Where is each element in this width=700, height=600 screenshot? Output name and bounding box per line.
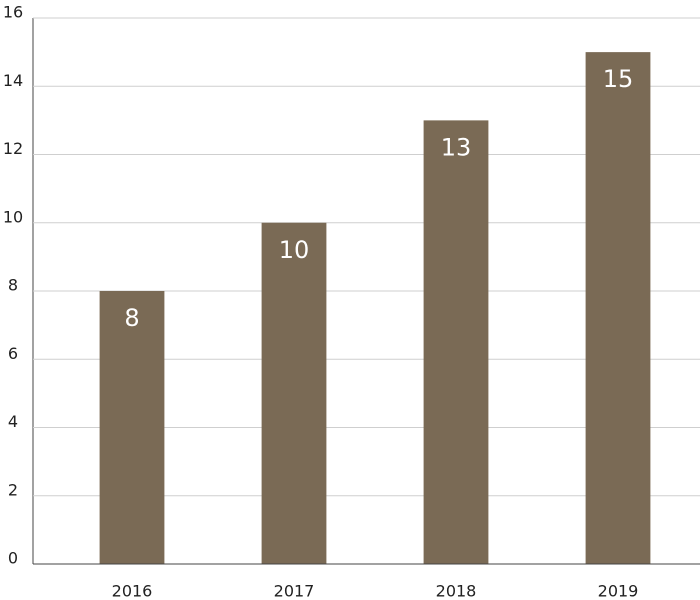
y-tick-label: 16 (3, 3, 23, 22)
x-tick-label: 2018 (436, 582, 477, 600)
bar (585, 52, 651, 564)
y-tick-label: 0 (8, 549, 18, 568)
y-tick-label: 4 (8, 412, 18, 431)
value-label: 8 (124, 304, 139, 332)
x-tick-label: 2017 (274, 582, 315, 600)
bar (99, 291, 165, 564)
value-label: 15 (603, 65, 634, 93)
bar (423, 120, 489, 564)
x-tick-label: 2016 (112, 582, 153, 600)
x-tick-label: 2019 (598, 582, 639, 600)
bar (261, 222, 327, 564)
value-label: 10 (279, 236, 310, 264)
y-tick-label: 12 (3, 139, 23, 158)
value-label: 13 (441, 133, 472, 161)
y-tick-label: 10 (3, 207, 23, 226)
y-tick-label: 14 (3, 71, 23, 90)
y-tick-label: 2 (8, 480, 18, 499)
y-tick-label: 6 (8, 344, 18, 363)
y-tick-label: 8 (8, 276, 18, 295)
